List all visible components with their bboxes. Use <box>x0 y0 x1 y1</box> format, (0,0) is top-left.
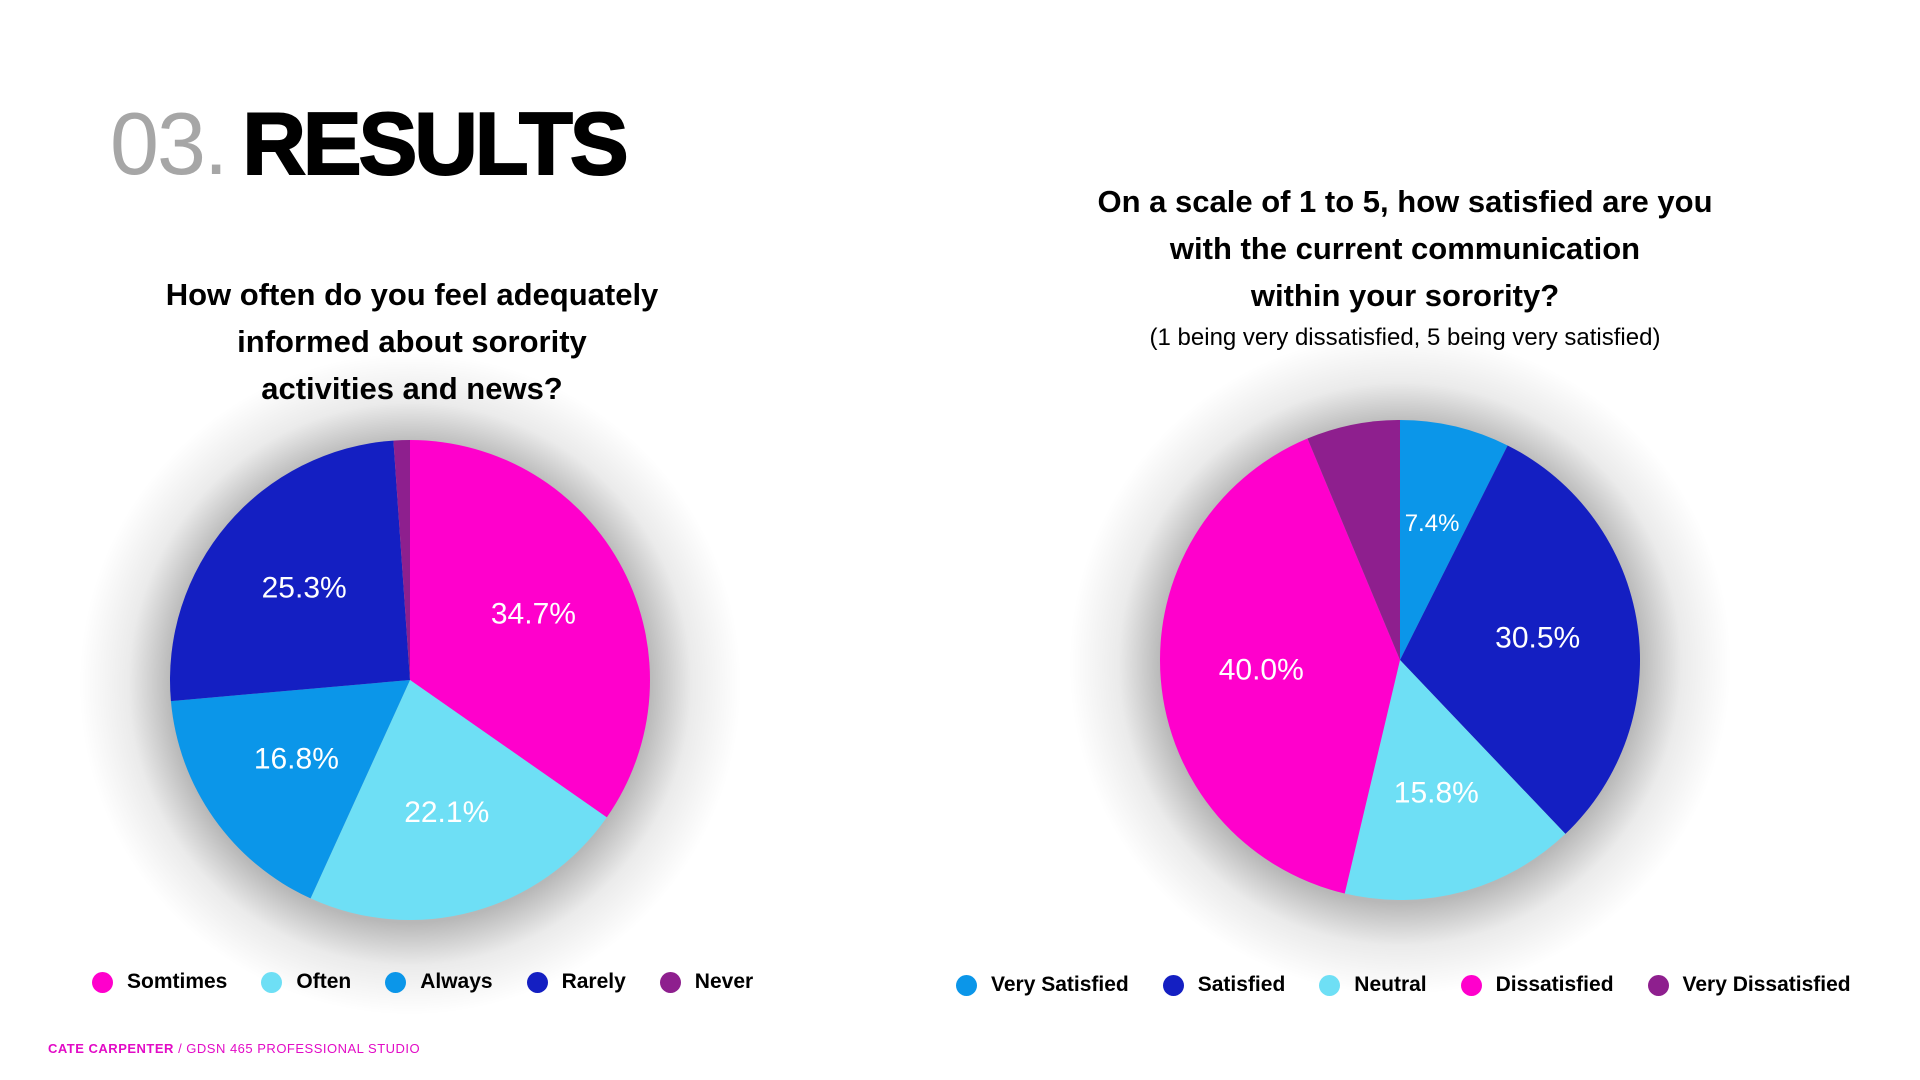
data-label-dissatisfied: 40.0% <box>1219 653 1304 686</box>
legend-label: Often <box>296 970 352 993</box>
chart2-title-line: with the current communication <box>1169 231 1641 266</box>
legend-swatch-icon <box>261 971 283 993</box>
pie-slice-satisfied <box>1400 445 1640 834</box>
chart2-title-line: within your sorority? <box>1250 278 1560 313</box>
legend-swatch-icon <box>956 974 977 996</box>
communication-satisfaction-pie-chart: 7.4% 30.5% 15.8% 40.0% <box>1068 332 1732 996</box>
legend-label: Always <box>420 970 493 993</box>
pie-slice-often <box>310 680 607 921</box>
legend-item-never: Never <box>659 970 754 994</box>
section-title: RESULTS <box>241 94 629 193</box>
pie-slice-never <box>393 440 410 680</box>
legend-label: Neutral <box>1354 973 1427 996</box>
legend-item-very-satisfied: Very Satisfied <box>956 973 1129 997</box>
slide-heading: 03. RESULTS <box>110 99 630 189</box>
pie-slice-always <box>170 680 410 899</box>
legend-swatch-icon <box>526 971 548 993</box>
chart1-title-line: How often do you feel adequately <box>165 277 659 312</box>
pie-slice-very-dissatisfied <box>1307 420 1400 660</box>
chart2-title-line: On a scale of 1 to 5, how satisfied are … <box>1097 184 1713 219</box>
legend-label: Very Dissatisfied <box>1682 973 1851 996</box>
legend-item-rarely: Rarely <box>526 970 626 994</box>
pie-slice-dissatisfied <box>1160 438 1400 894</box>
section-number: 03. <box>110 94 228 193</box>
data-label-always: 16.8% <box>254 742 339 775</box>
legend-label: Very Satisfied <box>991 973 1129 996</box>
legend-label: Satisfied <box>1197 973 1286 996</box>
pie-slice-somtimes <box>410 440 650 818</box>
legend-label: Somtimes <box>127 970 228 993</box>
chart2-title: On a scale of 1 to 5, how satisfied are … <box>1055 178 1755 319</box>
data-label-rarely: 25.3% <box>262 572 347 605</box>
data-label-somtimes: 34.7% <box>491 598 576 631</box>
data-label-neutral: 15.8% <box>1394 776 1479 809</box>
slide-footer: CATE CARPENTER / GDSN 465 PROFESSIONAL S… <box>48 1041 420 1056</box>
chart1-legend: Somtimes Often Always Rarely Never <box>92 970 792 994</box>
legend-label: Rarely <box>561 970 626 993</box>
legend-item-satisfied: Satisfied <box>1162 973 1286 997</box>
legend-swatch-icon <box>1162 974 1184 996</box>
legend-item-dissatisfied: Dissatisfied <box>1460 973 1614 997</box>
legend-swatch-icon <box>92 971 113 993</box>
legend-swatch-icon <box>1460 974 1482 996</box>
data-label-satisfied: 30.5% <box>1495 621 1580 654</box>
pie-slice-very-satisfied <box>1400 420 1508 660</box>
legend-label: Dissatisfied <box>1495 973 1614 996</box>
legend-item-always: Always <box>385 970 493 994</box>
legend-item-very-dissatisfied: Very Dissatisfied <box>1647 973 1851 997</box>
legend-label: Never <box>694 970 754 993</box>
legend-swatch-icon <box>659 971 681 993</box>
chart2-legend: Very Satisfied Satisfied Neutral Dissatisfi… <box>956 973 1876 997</box>
legend-item-somtimes: Somtimes <box>92 970 227 994</box>
data-label-often: 22.1% <box>404 796 489 829</box>
legend-item-often: Often <box>261 970 351 994</box>
legend-swatch-icon <box>1319 974 1341 996</box>
footer-author: CATE CARPENTER <box>48 1041 174 1056</box>
data-label-very-satisfied: 7.4% <box>1405 510 1460 537</box>
informed-frequency-pie-chart: 34.7% 22.1% 16.8% 25.3% <box>78 352 742 1016</box>
legend-swatch-icon <box>1647 974 1669 996</box>
legend-item-neutral: Neutral <box>1319 973 1427 997</box>
footer-course: / GDSN 465 PROFESSIONAL STUDIO <box>178 1041 421 1056</box>
pie-slice-neutral <box>1344 660 1566 900</box>
pie-slice-rarely <box>169 440 410 702</box>
legend-swatch-icon <box>385 971 407 993</box>
